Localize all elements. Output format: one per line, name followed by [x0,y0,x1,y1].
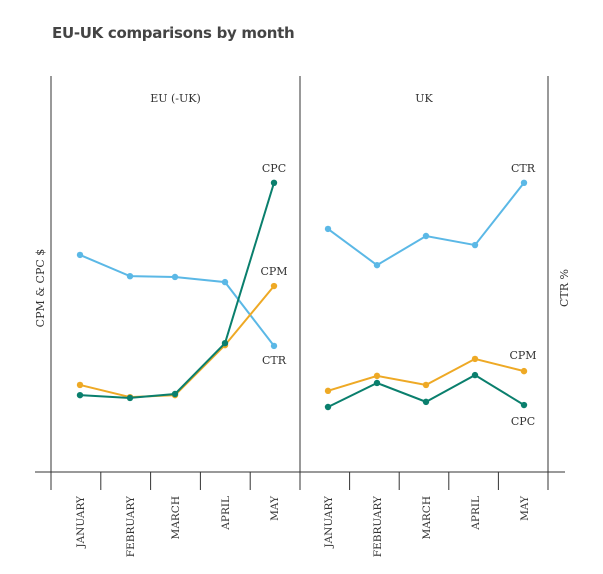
data-point-cpc [422,398,430,406]
series-label: CTR [262,354,287,367]
x-tick-label: MARCH [170,496,182,539]
x-tick-label: FEBRUARY [125,495,137,557]
series-label: CPM [260,265,287,278]
series-line-cpm [79,285,275,399]
data-point-cpm [471,355,479,363]
data-point-cpc [471,371,479,379]
data-point-cpc [126,394,134,402]
data-point-cpm [373,372,381,380]
data-point-cpm [270,282,278,290]
data-point-ctr [373,261,381,269]
chart-title: EU-UK comparisons by month [52,24,295,42]
x-tick-label: MAY [519,495,531,521]
data-point-ctr [76,251,84,259]
y-axis-label-left: CPM & CPC $ [34,249,47,328]
data-point-cpc [520,401,528,409]
series-line-ctr [79,253,275,347]
series-label: CPC [262,162,286,175]
y-axis-label-right: CTR % [558,269,571,307]
panel-title: EU (-UK) [150,92,201,105]
x-tick-label: JANUARY [75,495,87,549]
data-point-ctr [422,232,430,240]
data-point-cpc [221,339,229,347]
data-point-cpc [76,391,84,399]
panel-title: UK [415,92,433,105]
series-label: CPC [511,415,535,428]
data-point-cpc [373,379,381,387]
series-line-cpc [79,182,275,399]
data-point-cpc [324,403,332,411]
data-point-ctr [126,272,134,280]
x-tick-label: MARCH [421,496,433,539]
data-point-ctr [471,241,479,249]
x-tick-label: MAY [269,495,281,521]
data-point-ctr [324,225,332,233]
data-point-cpm [76,381,84,389]
x-tick-label: APRIL [220,496,232,531]
x-tick-label: JANUARY [323,495,335,549]
data-point-ctr [270,342,278,350]
x-tick-label: APRIL [470,496,482,531]
series-label: CPM [509,349,536,362]
data-point-ctr [171,273,179,281]
data-point-cpm [520,367,528,375]
series-line-ctr [327,182,525,267]
x-tick-label: FEBRUARY [372,495,384,557]
data-point-cpm [324,387,332,395]
data-point-ctr [221,278,229,286]
data-point-cpm [422,381,430,389]
data-point-cpc [171,390,179,398]
series-label: CTR [511,162,536,175]
data-point-cpc [270,179,278,187]
data-point-ctr [520,179,528,187]
